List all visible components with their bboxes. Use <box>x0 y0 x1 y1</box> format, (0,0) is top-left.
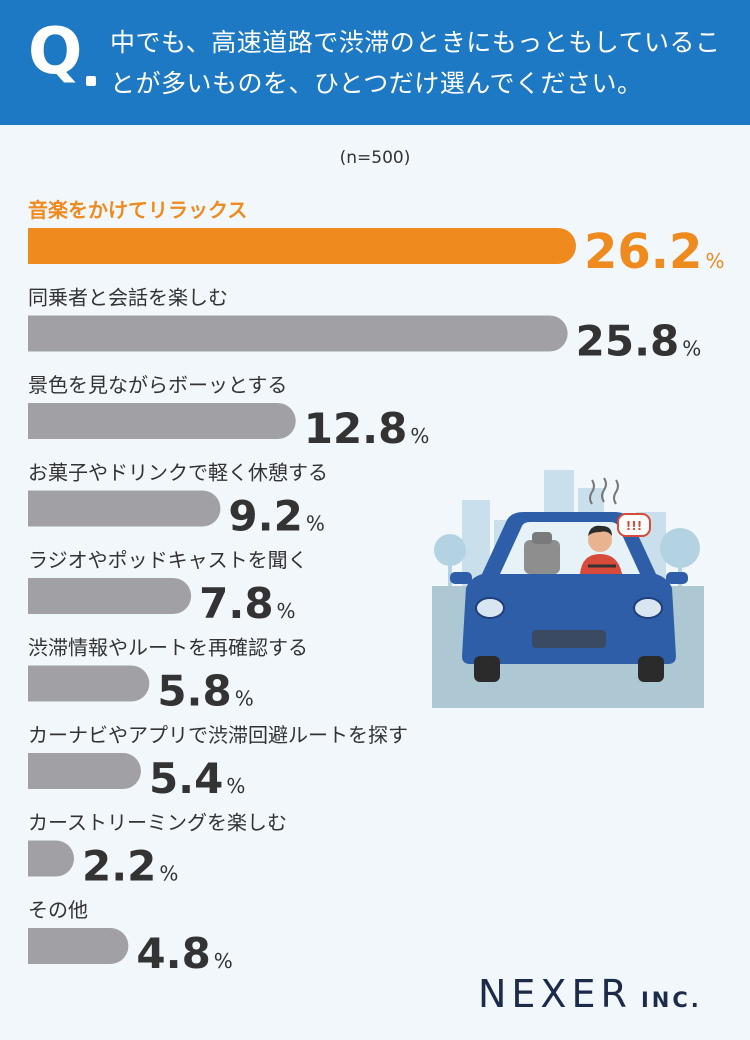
q-dot <box>86 76 96 86</box>
value-label-5: 5.8% <box>157 667 253 716</box>
value-label-2: 12.8% <box>304 404 430 453</box>
value-unit-0: % <box>705 249 724 273</box>
value-label-3: 9.2% <box>228 492 324 541</box>
value-number-8: 4.8 <box>136 929 210 978</box>
category-label-7: カーストリーミングを楽しむ <box>28 811 287 835</box>
category-label-8: その他 <box>28 898 88 922</box>
value-number-5: 5.8 <box>157 667 231 716</box>
value-unit-4: % <box>277 599 296 623</box>
traffic-jam-illustration: !!! <box>432 460 704 708</box>
value-number-4: 7.8 <box>199 579 273 628</box>
bar-8 <box>28 928 129 964</box>
bar-5 <box>28 665 150 702</box>
value-label-8: 4.8% <box>136 929 232 978</box>
value-unit-6: % <box>226 774 245 798</box>
value-number-1: 25.8 <box>576 317 680 366</box>
alert-text: !!! <box>626 519 642 533</box>
bar-6 <box>28 753 141 789</box>
sample-size: (n=500) <box>339 148 411 168</box>
value-number-2: 12.8 <box>304 404 408 453</box>
value-number-3: 9.2 <box>228 492 302 541</box>
q-letter: Q <box>28 15 83 89</box>
category-label-3: お菓子やドリンクで軽く休憩する <box>28 461 328 485</box>
value-unit-3: % <box>306 512 325 536</box>
bar-1 <box>28 315 568 352</box>
value-number-0: 26.2 <box>584 224 702 280</box>
bar-0 <box>28 228 576 264</box>
value-number-6: 5.4 <box>149 754 223 803</box>
value-label-6: 5.4% <box>149 754 245 803</box>
category-label-4: ラジオやポッドキャストを聞く <box>28 548 308 572</box>
category-label-2: 景色を見ながらボーッとする <box>28 373 287 397</box>
bar-7 <box>28 840 75 877</box>
value-unit-5: % <box>235 687 254 711</box>
bar-3 <box>28 490 221 527</box>
value-label-0: 26.2% <box>584 224 724 280</box>
bar-2 <box>28 403 296 439</box>
bar-4 <box>28 578 192 614</box>
value-label-7: 2.2% <box>82 842 178 891</box>
value-label-4: 7.8% <box>199 579 295 628</box>
question-text: 中でも、高速道路で渋滞のときにもっともしていることが多いものを、ひとつだけ選んで… <box>110 28 721 98</box>
value-unit-8: % <box>214 949 233 973</box>
value-unit-1: % <box>682 337 701 361</box>
category-label-1: 同乗者と会話を楽しむ <box>28 286 228 310</box>
nexer-logo: NEXER INC. <box>478 972 702 1016</box>
logo-sub-text: INC. <box>640 988 702 1012</box>
value-unit-2: % <box>410 424 429 448</box>
value-number-7: 2.2 <box>82 842 156 891</box>
category-label-5: 渋滞情報やルートを再確認する <box>28 636 308 660</box>
logo-main-text: NEXER <box>478 972 632 1016</box>
category-label-6: カーナビやアプリで渋滞回避ルートを探す <box>28 723 408 747</box>
value-label-1: 25.8% <box>576 317 702 366</box>
value-unit-7: % <box>159 862 178 886</box>
question-header: Q 中でも、高速道路で渋滞のときにもっともしていることが多いものを、ひとつだけ選… <box>0 0 750 125</box>
category-label-0: 音楽をかけてリラックス <box>28 198 247 222</box>
